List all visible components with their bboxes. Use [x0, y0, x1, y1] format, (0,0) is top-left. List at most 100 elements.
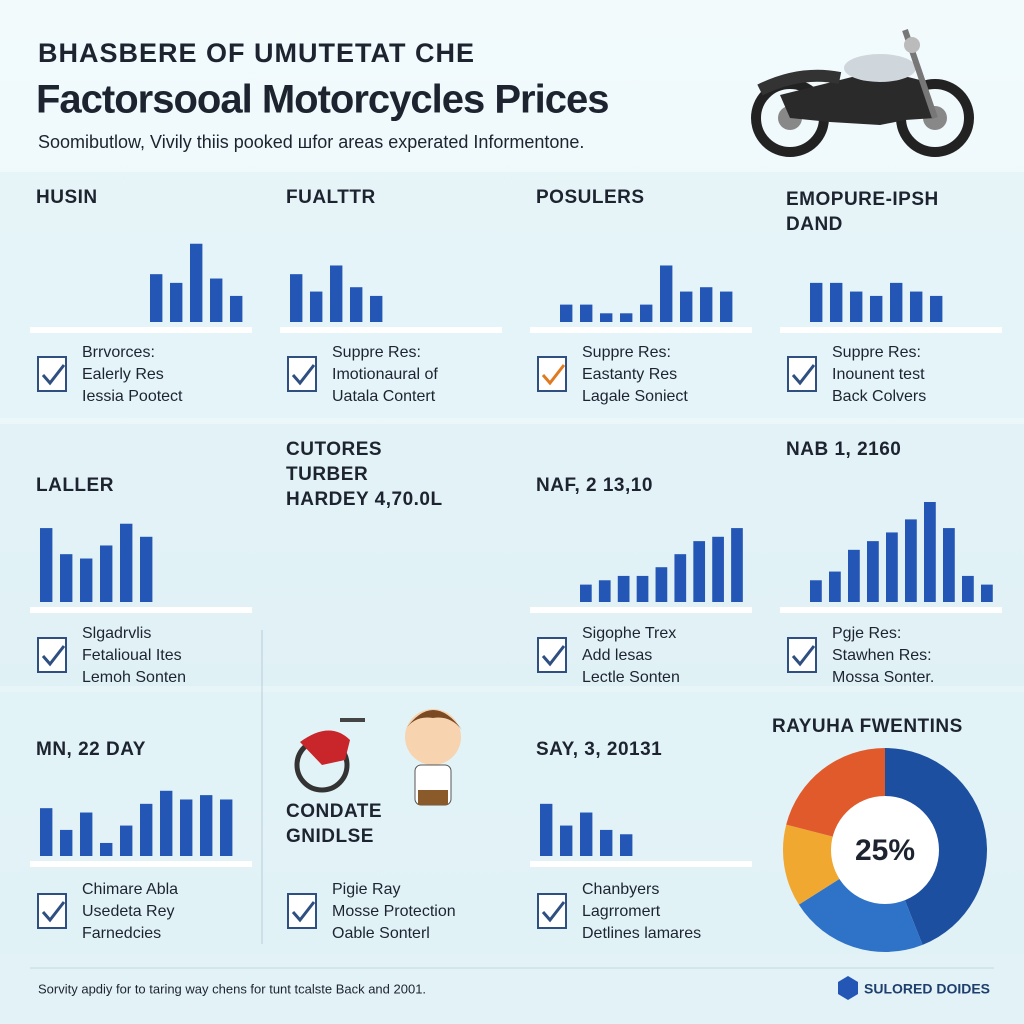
panel-title: FUALTTR — [286, 187, 376, 208]
panel-text: Back Colvers — [832, 388, 926, 405]
panel: LALLER Slgadrvlis Fetalioual Ites Lemoh Son… — [30, 475, 252, 686]
panel-title: HUSIN — [36, 187, 98, 208]
pie-title: RAYUHA FWENTINS — [772, 716, 963, 737]
bar — [617, 575, 630, 602]
icon-check — [541, 645, 566, 667]
panel: SAY, 3, 20131 Chanbyers Lagrromert Detlines… — [530, 739, 752, 942]
panel-text: Iessia Pootect — [82, 388, 183, 405]
panel: NAB 1, 2160 Pgje Res: Stawhen Res: Mossa So… — [780, 439, 1002, 686]
bar — [370, 295, 383, 322]
bar — [693, 541, 706, 602]
panel-title: NAB 1, 2160 — [786, 439, 901, 460]
icon-check — [291, 364, 316, 386]
panel-title: CUTORES — [286, 439, 382, 460]
bar — [120, 825, 133, 856]
title: Factorsooal Motorcycles Prices — [36, 78, 608, 122]
icon — [37, 637, 67, 673]
bar — [680, 291, 693, 322]
icon — [787, 637, 817, 673]
panel-text: Detlines lamares — [582, 925, 701, 942]
panel-text: Chanbyers — [582, 881, 659, 898]
bar — [60, 554, 73, 602]
bar — [220, 799, 233, 856]
bar — [140, 536, 153, 602]
panel-title: NAF, 2 13,10 — [536, 475, 653, 496]
icon — [537, 637, 567, 673]
bar — [870, 295, 883, 322]
panel: CONDATE GNIDLSE Pigie Ray Mosse Protection O… — [286, 801, 456, 942]
icon-check — [541, 364, 566, 386]
panel-title: DAND — [786, 214, 843, 235]
bar — [210, 278, 223, 322]
bar — [140, 803, 153, 856]
footer-note: Sorvity apdiy for to taring way chens fo… — [38, 981, 426, 996]
bar — [830, 282, 843, 322]
bar — [890, 282, 903, 322]
panel-title: TURBER — [286, 464, 368, 485]
icon-check — [291, 901, 316, 923]
panel-title: HARDEY 4,70.0L — [286, 489, 443, 510]
bar — [230, 295, 243, 322]
bar — [40, 808, 53, 856]
icon — [537, 893, 567, 929]
bar — [636, 575, 649, 602]
bar — [600, 829, 613, 856]
bar — [580, 812, 593, 856]
panel-text: Pgje Res: — [832, 625, 901, 642]
bar — [731, 528, 743, 602]
bar — [580, 584, 592, 602]
bar — [80, 558, 93, 602]
bar — [700, 287, 713, 322]
panel-text: Suppre Res: — [332, 344, 421, 361]
bar — [640, 304, 653, 322]
bar — [660, 265, 673, 322]
bar — [540, 803, 553, 856]
panel: HUSIN Brrvorces: Ealerly Res Iessia Pootect — [30, 187, 252, 405]
bar — [310, 291, 323, 322]
bar — [560, 304, 573, 322]
panel: FUALTTR Suppre Res: Imotionaural of Uatala … — [280, 187, 502, 405]
bar — [60, 829, 73, 856]
bar — [620, 834, 633, 856]
bar — [190, 243, 203, 322]
bar — [930, 295, 943, 322]
panel-text: Chimare Abla — [82, 881, 178, 898]
panel-text: Lagrromert — [582, 903, 661, 920]
icon — [37, 893, 67, 929]
bar — [674, 554, 687, 602]
bar — [943, 528, 955, 602]
panel-title: GNIDLSE — [286, 826, 374, 847]
panel-text: Usedeta Rey — [82, 903, 175, 920]
panel-text: Uatala Contert — [332, 388, 436, 405]
pie-center-label: 25% — [855, 834, 915, 867]
bar — [330, 265, 343, 322]
panel-text: Lemoh Sonten — [82, 669, 186, 686]
subtitle: Soomibutlow, Vivily thiis pooked шfor ar… — [38, 132, 584, 152]
bar — [100, 842, 113, 856]
bar — [100, 545, 113, 602]
icon-check — [41, 901, 66, 923]
panel-title: POSULERS — [536, 187, 645, 208]
panel-text: Ealerly Res — [82, 366, 164, 383]
bar — [720, 291, 733, 322]
bar — [580, 304, 593, 322]
bar — [180, 799, 193, 856]
icon-check — [791, 364, 816, 386]
bar — [350, 287, 363, 322]
bar — [150, 274, 163, 322]
panel-text: Suppre Res: — [832, 344, 921, 361]
bar — [905, 519, 917, 602]
panel-title: SAY, 3, 20131 — [536, 739, 662, 760]
panel-text: Suppre Res: — [582, 344, 671, 361]
panel-text: Imotionaural of — [332, 366, 438, 383]
panel-text: Brrvorces: — [82, 344, 155, 361]
icon-check — [41, 364, 66, 386]
panel-text: Stawhen Res: — [832, 647, 932, 664]
icon — [287, 356, 317, 392]
bar — [981, 584, 993, 602]
panel-title: EMOPURE-IPSH — [786, 189, 939, 210]
kicker: BHASBERE OF UMUTETAT CHE — [38, 38, 475, 68]
bar — [829, 571, 841, 602]
panel-text: Farnedcies — [82, 925, 161, 942]
icon — [537, 356, 567, 392]
